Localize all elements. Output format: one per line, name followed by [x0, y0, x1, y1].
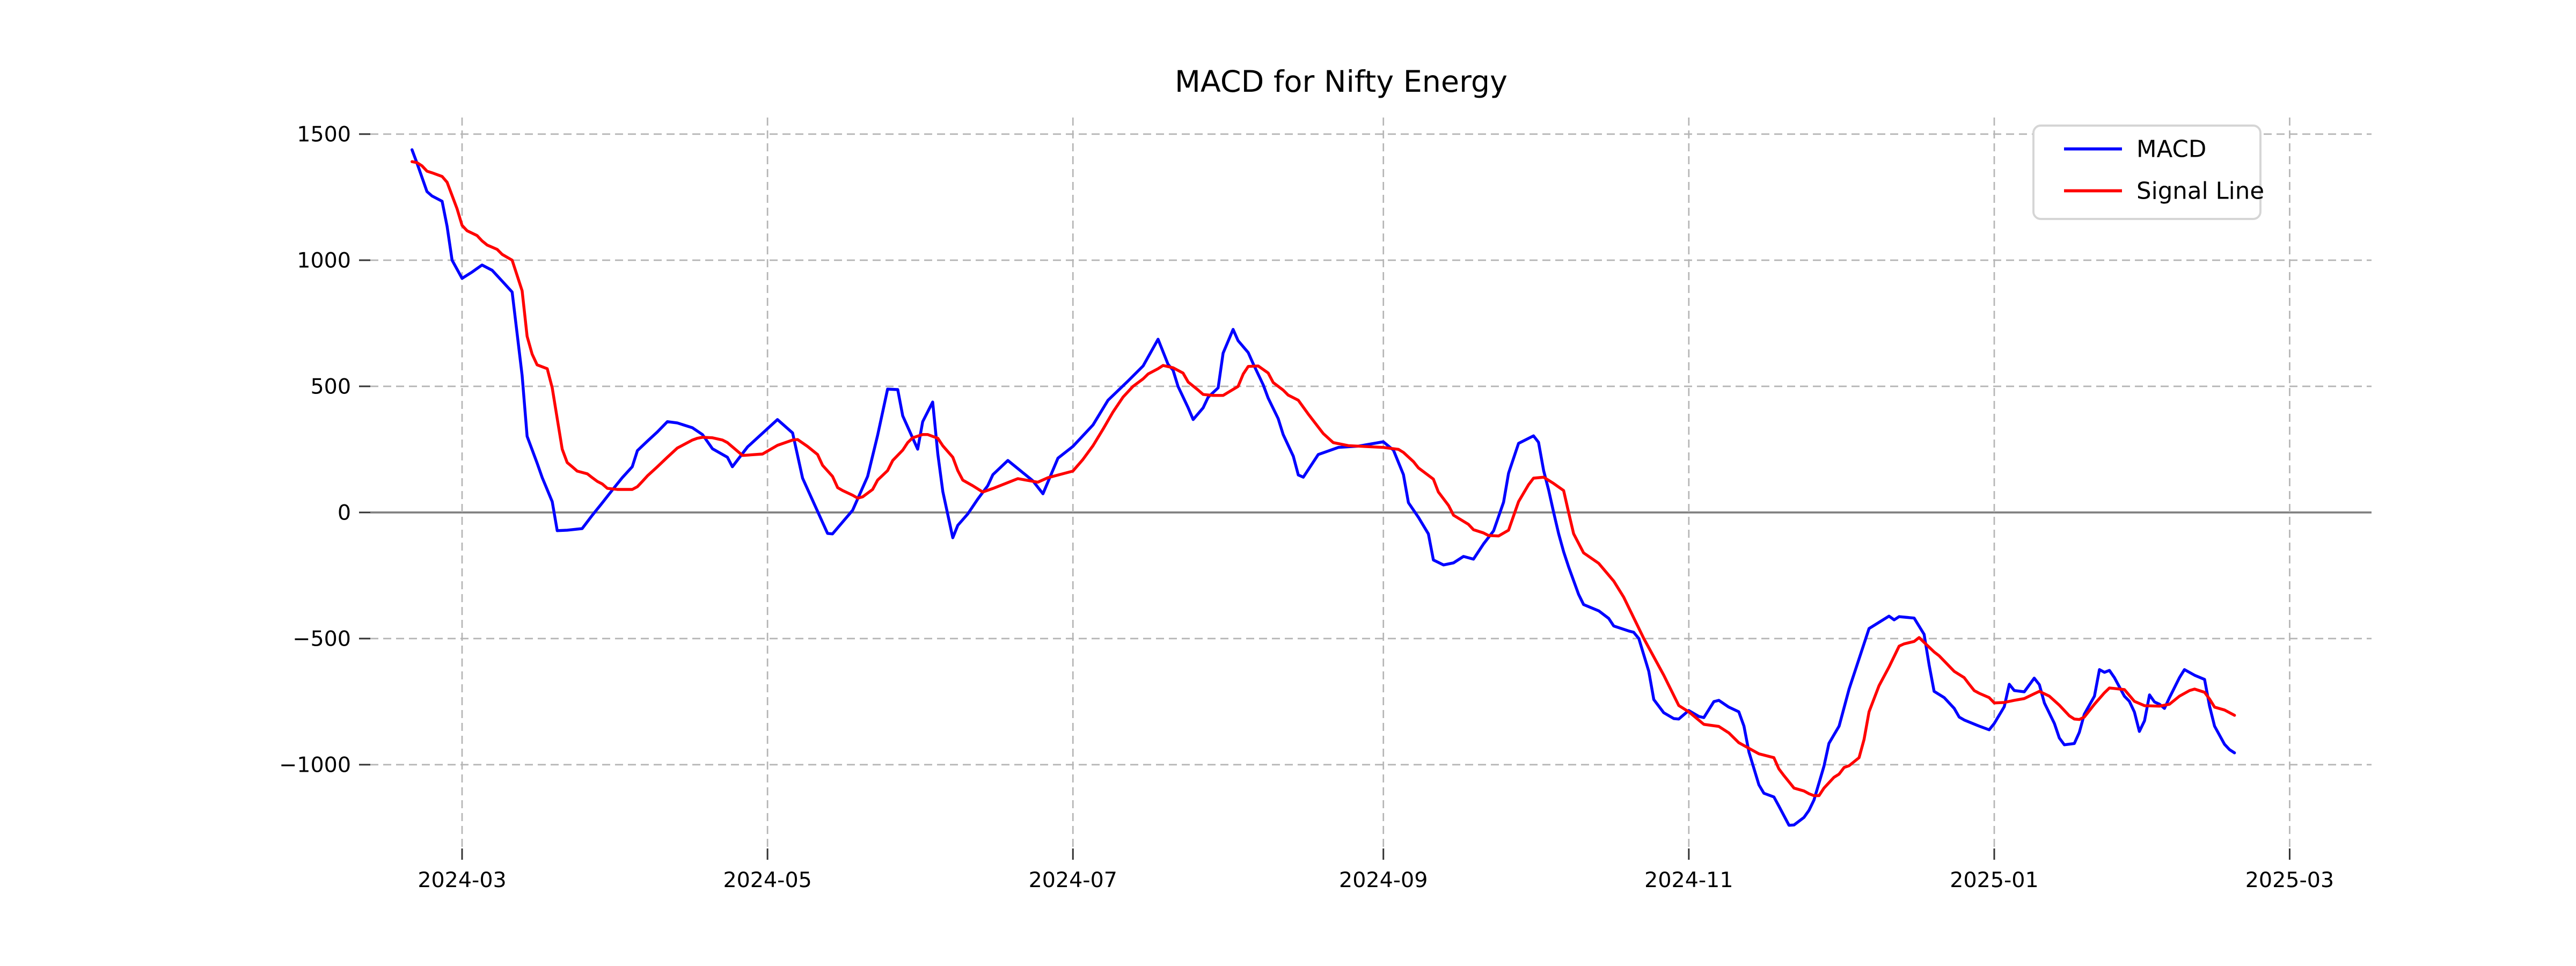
x-tick-label: 2025-01 [1950, 868, 2038, 892]
y-tick-label: 1000 [297, 248, 351, 273]
axis-ticks-layer: 1500 1000 500 0 −500 −1000 2024-03 2024-05 2024-… [279, 122, 2334, 892]
y-tick-label: 500 [310, 375, 351, 399]
x-tick-label: 2024-11 [1644, 868, 1733, 892]
y-tick-label: −1000 [279, 753, 351, 778]
gridlines-layer [370, 118, 2372, 848]
x-tick-label: 2025-03 [2245, 868, 2334, 892]
y-tick-label: 0 [338, 501, 351, 525]
chart-legend: MACD Signal Line [2032, 125, 2264, 220]
y-tick-label: −500 [292, 627, 351, 652]
legend-macd-label: MACD [2136, 136, 2206, 163]
y-tick-label: 1500 [297, 122, 351, 147]
chart-title: MACD for Nifty Energy [1175, 64, 1507, 99]
x-tick-label: 2024-05 [723, 868, 811, 892]
x-tick-label: 2024-03 [418, 868, 506, 892]
x-tick-label: 2024-07 [1029, 868, 1117, 892]
legend-signal-label: Signal Line [2136, 178, 2264, 205]
x-tick-label: 2024-09 [1339, 868, 1428, 892]
signal-line-line [410, 160, 2236, 797]
macd-line [410, 148, 2236, 827]
series-lines-layer [410, 148, 2236, 827]
